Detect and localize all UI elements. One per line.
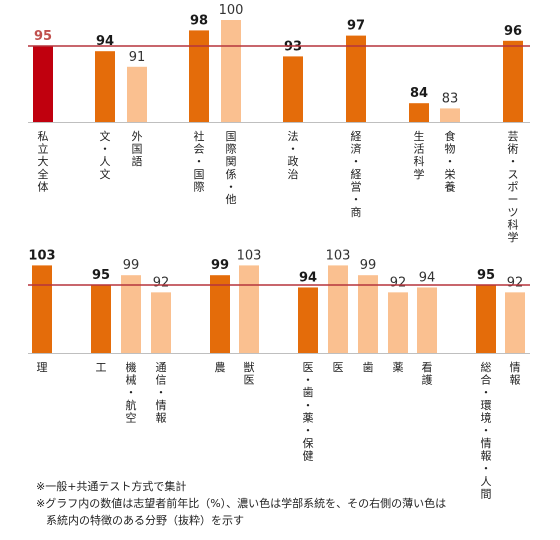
- value-label: 92: [390, 275, 407, 290]
- value-label: 92: [153, 275, 170, 290]
- category-label: 看護: [422, 360, 433, 387]
- category-label: 文・人文: [100, 129, 111, 181]
- category-label: 法・政治: [288, 129, 299, 181]
- bar-獣医: [239, 265, 259, 353]
- footnote-aggregation: ※一般+共通テスト方式で集計: [36, 480, 187, 493]
- bar-情報: [505, 292, 525, 353]
- category-label: 食物・栄養: [445, 129, 456, 194]
- category-label: 芸術・スポーツ科学: [508, 130, 519, 244]
- category-label: 歯: [363, 361, 374, 374]
- value-label: 94: [419, 270, 436, 285]
- category-label: 通信・情報: [156, 361, 167, 425]
- footnote-legend: ※グラフ内の数値は志望者前年比（%）、濃い色は学部系統を、その右側の薄い色は: [36, 497, 447, 510]
- category-label: 理: [37, 361, 48, 374]
- value-label: 100: [219, 3, 244, 18]
- category-label: 農: [215, 360, 226, 374]
- bar-生活科学: [409, 103, 429, 122]
- footnotes: ※一般+共通テスト方式で集計 ※グラフ内の数値は志望者前年比（%）、濃い色は学部…: [36, 478, 556, 529]
- bar-外国語: [127, 66, 147, 122]
- value-label: 91: [129, 50, 146, 65]
- bar-総合・環境・情報・人間: [476, 285, 496, 353]
- bar-文・人文: [95, 51, 115, 123]
- bar-法・政治: [283, 56, 303, 122]
- value-label: 98: [190, 13, 208, 28]
- value-label: 95: [34, 29, 52, 44]
- category-label: 工: [96, 361, 107, 374]
- chart-panel-bottom: 103 理 95 工 99 機械・航空 92 通信・情報 99 農 103 獣医 94 医・歯・薬・保健 1…: [28, 248, 530, 500]
- category-label: 機械・航空: [126, 360, 137, 425]
- value-label: 99: [123, 258, 140, 273]
- value-label: 99: [211, 258, 229, 273]
- category-label: 医・歯・薬・保健: [303, 361, 314, 463]
- bar-農: [210, 275, 230, 353]
- bar-医: [328, 265, 348, 353]
- bar-経済・経営・商: [346, 35, 366, 122]
- category-label: 獣医: [244, 360, 255, 387]
- category-label: 国際関係・他: [226, 130, 237, 206]
- bar-工: [91, 285, 111, 353]
- value-label: 93: [284, 39, 302, 54]
- value-label: 103: [237, 248, 262, 263]
- bar-機械・航空: [121, 275, 141, 353]
- bar-食物・栄養: [440, 108, 460, 122]
- category-label: 医: [333, 361, 344, 374]
- category-label: 外国語: [132, 130, 143, 168]
- value-label: 103: [28, 248, 55, 263]
- category-label: 生活科学: [414, 129, 425, 181]
- value-label: 99: [360, 258, 377, 273]
- value-label: 95: [477, 268, 495, 283]
- bar-社会・国際: [189, 30, 209, 122]
- category-label: 経済・経営・商: [351, 130, 362, 219]
- value-label: 103: [326, 248, 351, 263]
- category-label: 社会・国際: [194, 129, 205, 194]
- bar-通信・情報: [151, 292, 171, 353]
- value-label: 97: [347, 19, 365, 34]
- chart-panel-top: 95 私立大全体 94 文・人文 91 外国語 98 社会・国際 100 国際関係・他 93 法・政治…: [28, 3, 530, 244]
- category-label: 薬: [393, 361, 404, 374]
- value-label: 83: [442, 91, 459, 106]
- bar-理: [32, 265, 52, 353]
- value-label: 84: [410, 86, 428, 101]
- value-label: 94: [299, 270, 317, 285]
- bar-医・歯・薬・保健: [298, 287, 318, 353]
- footnote-legend-cont: 系統内の特徴のある分野（抜粋）を示す: [46, 514, 244, 527]
- bar-歯: [358, 275, 378, 353]
- category-label: 私立大全体: [38, 130, 49, 194]
- value-label: 94: [96, 34, 114, 49]
- category-label: 総合・環境・情報・人間: [481, 360, 492, 501]
- bar-看護: [417, 287, 437, 353]
- value-label: 92: [507, 275, 524, 290]
- bar-私立大全体: [33, 46, 53, 122]
- category-label: 情報: [510, 361, 521, 387]
- bar-薬: [388, 292, 408, 353]
- value-label: 95: [92, 268, 110, 283]
- value-label: 96: [504, 24, 522, 39]
- bar-国際関係・他: [221, 20, 241, 122]
- bar-芸術・スポーツ科学: [503, 40, 523, 122]
